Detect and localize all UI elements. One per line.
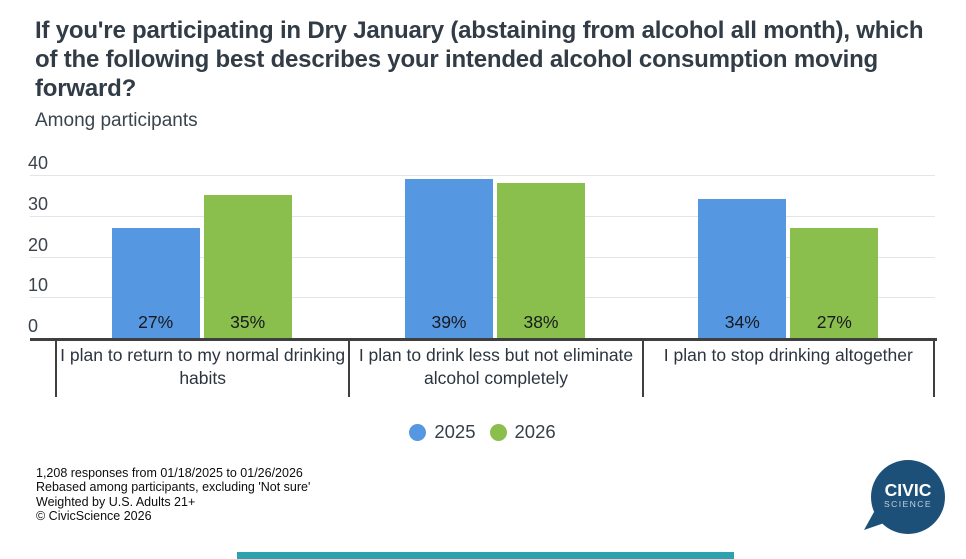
footnote-line-3: Weighted by U.S. Adults 21+ — [36, 494, 196, 509]
category-label-cell: I plan to return to my normal drinking h… — [55, 341, 348, 397]
y-axis-tick-label: 0 — [28, 316, 39, 336]
y-axis-tick-label: 20 — [28, 234, 49, 255]
x-axis-line — [30, 338, 937, 341]
bar-value-label-2025-cat2: 39% — [431, 312, 467, 332]
bar-value-label-2026-cat1: 35% — [230, 312, 266, 332]
bar-value-label-2025-cat3: 34% — [724, 312, 760, 332]
category-label-text: I plan to return to my normal drinking h… — [60, 345, 346, 388]
y-axis-tick-label: 40 — [28, 153, 49, 173]
footnote-line-2: Rebased among participants, excluding 'N… — [36, 480, 311, 495]
legend-swatch-2026 — [489, 423, 507, 441]
legend-label-2026: 2026 — [514, 421, 556, 442]
category-label-text: I plan to drink less but not eliminate a… — [358, 345, 634, 388]
footnote-line-4: © CivicScience 2026 — [36, 508, 152, 523]
category-label-text: I plan to stop drinking altogether — [663, 345, 913, 365]
y-axis-tick-label: 10 — [28, 275, 49, 296]
bar-2026-cat2 — [496, 183, 585, 338]
gridline-40 — [30, 175, 935, 176]
legend-item-2026: 2026 — [489, 421, 556, 443]
legend-item-2025: 2025 — [409, 421, 476, 443]
legend-swatch-2025 — [409, 423, 427, 441]
bar-value-label-2026-cat2: 38% — [523, 312, 559, 332]
footnote-line-1: 1,208 responses from 01/18/2025 to 01/26… — [36, 466, 303, 480]
bar-2025-cat3 — [698, 199, 787, 338]
bar-2026-cat1 — [203, 195, 292, 338]
y-axis-tick-label: 30 — [28, 193, 49, 214]
logo-text-science: SCIENCE — [884, 499, 932, 509]
speech-bubble-icon — [864, 460, 945, 534]
legend: 2025 2026 — [30, 421, 935, 443]
civicscience-logo: CIVIC SCIENCE — [864, 460, 945, 534]
chart-title: If you're participating in Dry January (… — [35, 17, 924, 102]
logo-text-civic: CIVIC — [885, 480, 932, 500]
bar-value-label-2025-cat1: 27% — [138, 312, 174, 332]
bottom-accent-bar — [237, 552, 734, 559]
bar-2025-cat1 — [111, 227, 200, 338]
legend-label-2025: 2025 — [434, 421, 476, 442]
bar-2026-cat3 — [790, 227, 879, 338]
bar-2025-cat2 — [404, 179, 493, 338]
footnote-block: 1,208 responses from 01/18/2025 to 01/26… — [36, 466, 310, 523]
chart-subtitle: Among participants — [35, 110, 198, 131]
category-label-cell: I plan to stop drinking altogether — [641, 341, 935, 397]
category-label-cell: I plan to drink less but not eliminate a… — [348, 341, 641, 397]
bar-value-label-2026-cat3: 27% — [816, 312, 852, 332]
